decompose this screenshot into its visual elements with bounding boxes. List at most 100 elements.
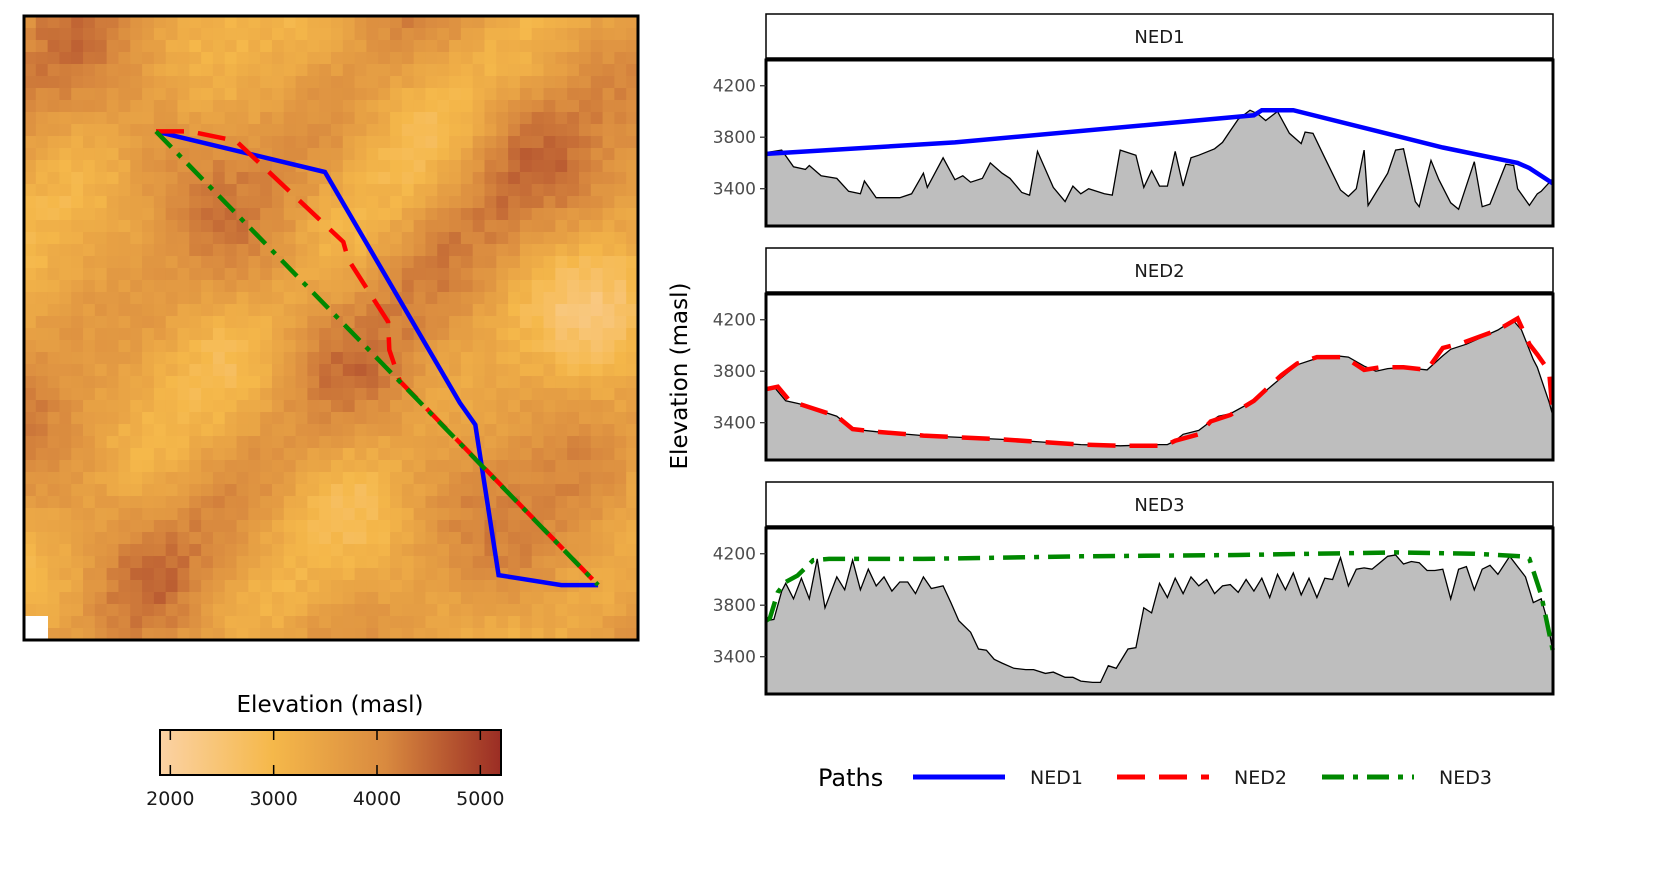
- raster-cell: [401, 196, 415, 209]
- strip-box: [765, 13, 1554, 59]
- raster-cell: [201, 472, 214, 485]
- raster-cell: [401, 220, 415, 233]
- raster-cell: [543, 268, 556, 281]
- raster-cell: [496, 256, 509, 269]
- raster-cell: [295, 532, 308, 545]
- raster-cell: [106, 376, 120, 389]
- raster-cell: [390, 160, 403, 173]
- raster-cell: [472, 88, 486, 101]
- raster-cell: [307, 424, 320, 437]
- raster-cell: [460, 424, 474, 437]
- raster-cell: [106, 412, 120, 425]
- raster-cell: [153, 40, 167, 53]
- raster-cell: [331, 136, 344, 149]
- raster-cell: [626, 244, 638, 257]
- raster-cell: [71, 328, 84, 341]
- raster-cell: [189, 220, 202, 233]
- raster-cell: [602, 172, 615, 185]
- raster-cell: [425, 40, 438, 53]
- raster-cell: [614, 568, 627, 581]
- raster-cell: [236, 40, 249, 53]
- raster-cell: [165, 532, 179, 545]
- raster-cell: [142, 328, 155, 341]
- raster-cell: [283, 292, 297, 305]
- y-tick-label: 3400: [713, 414, 756, 434]
- raster-cell: [47, 280, 61, 293]
- raster-cell: [590, 328, 604, 341]
- raster-cell: [366, 412, 379, 425]
- raster-cell: [614, 88, 627, 101]
- raster-cell: [165, 388, 179, 401]
- raster-cell: [590, 592, 604, 605]
- raster-cell: [531, 184, 545, 197]
- raster-cell: [94, 76, 108, 89]
- raster-cell: [425, 244, 438, 257]
- raster-cell: [508, 172, 521, 185]
- raster-cell: [295, 580, 308, 593]
- raster-cell: [153, 256, 167, 269]
- raster-cell: [519, 16, 533, 29]
- raster-cell: [283, 244, 297, 257]
- raster-cell: [248, 520, 261, 533]
- raster-cell: [118, 256, 131, 269]
- raster-cell: [390, 316, 403, 329]
- raster-cell: [224, 520, 238, 533]
- raster-cell: [602, 568, 615, 581]
- raster-cell: [94, 16, 108, 29]
- raster-cell: [555, 232, 568, 245]
- raster-cell: [472, 616, 486, 629]
- raster-cell: [224, 304, 238, 317]
- raster-cell: [578, 76, 592, 89]
- raster-cell: [35, 64, 49, 77]
- raster-cell: [590, 436, 604, 449]
- raster-cell: [224, 568, 238, 581]
- raster-cell: [283, 436, 297, 449]
- raster-cell: [508, 16, 521, 29]
- raster-cell: [626, 376, 638, 389]
- raster-cell: [496, 292, 509, 305]
- raster-cell: [71, 604, 84, 617]
- raster-cell: [224, 412, 238, 425]
- raster-cell: [271, 64, 285, 77]
- raster-cell: [602, 412, 615, 425]
- raster-cell: [35, 112, 49, 125]
- raster-cell: [165, 28, 179, 41]
- raster-cell: [295, 52, 308, 65]
- raster-cell: [212, 40, 226, 53]
- raster-cell: [47, 76, 61, 89]
- raster-cell: [94, 328, 108, 341]
- raster-cell: [484, 64, 497, 77]
- raster-cell: [83, 160, 96, 173]
- raster-cell: [331, 508, 344, 521]
- raster-cell: [153, 556, 167, 569]
- raster-cell: [401, 256, 415, 269]
- raster-cell: [602, 436, 615, 449]
- raster-cell: [567, 244, 580, 257]
- raster-cell: [142, 484, 155, 497]
- raster-cell: [260, 160, 273, 173]
- raster-cell: [248, 556, 261, 569]
- raster-cell: [614, 64, 627, 77]
- raster-cell: [602, 508, 615, 521]
- raster-cell: [555, 256, 568, 269]
- raster-cell: [307, 412, 320, 425]
- raster-cell: [189, 352, 202, 365]
- raster-cell: [578, 100, 592, 113]
- raster-cell: [201, 628, 214, 640]
- raster-cell: [236, 352, 249, 365]
- raster-cell: [543, 52, 556, 65]
- raster-cell: [94, 544, 108, 557]
- raster-cell: [390, 244, 403, 257]
- raster-cell: [626, 472, 638, 485]
- raster-cell: [626, 112, 638, 125]
- raster-cell: [260, 508, 273, 521]
- raster-cell: [71, 208, 84, 221]
- raster-cell: [567, 364, 580, 377]
- raster-cell: [390, 496, 403, 509]
- raster-cell: [578, 292, 592, 305]
- raster-cell: [189, 340, 202, 353]
- raster-cell: [425, 364, 438, 377]
- raster-cell: [260, 616, 273, 629]
- raster-cell: [118, 544, 131, 557]
- raster-cell: [142, 316, 155, 329]
